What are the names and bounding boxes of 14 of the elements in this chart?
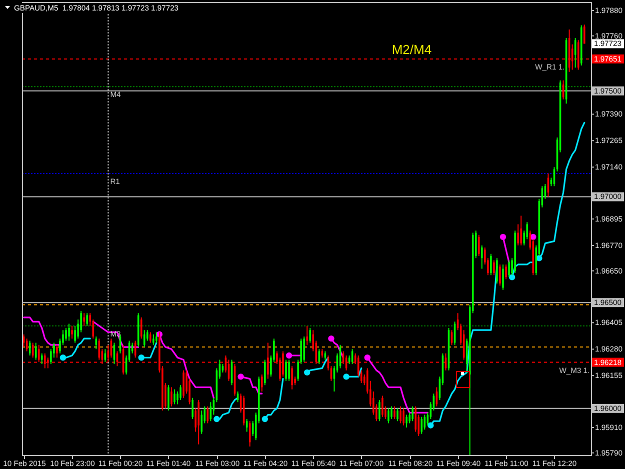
point xyxy=(500,234,506,240)
point xyxy=(60,354,66,361)
point xyxy=(138,354,144,361)
point xyxy=(214,416,220,422)
point xyxy=(428,422,434,428)
point xyxy=(343,374,350,380)
annotation: M2/M4 xyxy=(392,42,432,57)
point xyxy=(364,354,370,361)
point xyxy=(304,369,310,376)
point xyxy=(262,416,268,422)
point xyxy=(328,335,334,342)
point xyxy=(238,374,244,380)
point xyxy=(508,274,516,280)
point xyxy=(286,352,292,359)
